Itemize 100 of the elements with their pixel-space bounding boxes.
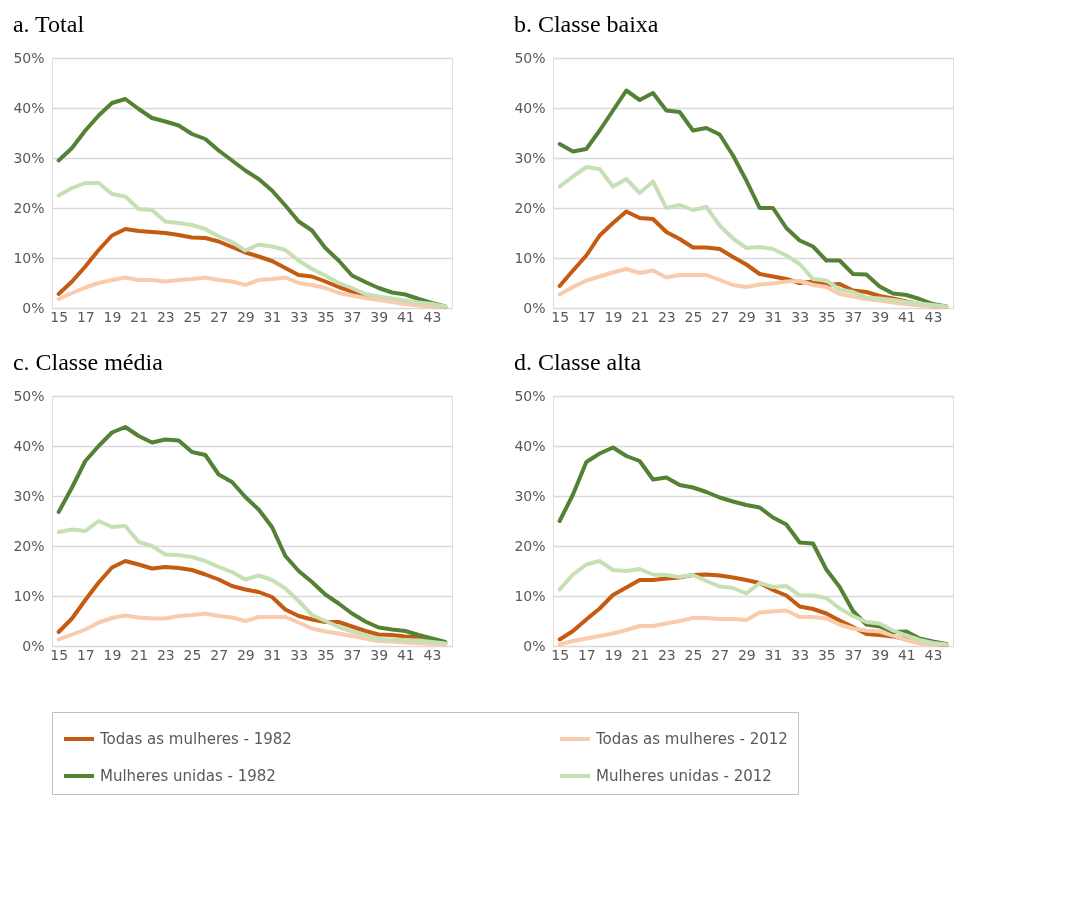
- x-tick-label: 15: [50, 308, 69, 325]
- x-tick-label: 27: [711, 646, 730, 663]
- line-series: [56, 181, 448, 309]
- x-tick-label: 43: [423, 646, 442, 663]
- legend-label: Todas as mulheres - 1982: [99, 730, 292, 748]
- chart-title: c. Classe média: [12, 349, 164, 375]
- x-tick-label: 23: [657, 646, 676, 663]
- x-tick-label: 25: [183, 646, 202, 663]
- x-tick-label: 35: [316, 308, 335, 325]
- x-tick-label: 21: [130, 308, 149, 325]
- y-tick-label: 30%: [13, 149, 45, 166]
- legend-label: Mulheres unidas - 2012: [596, 767, 772, 785]
- y-tick-label: 50%: [514, 387, 546, 404]
- x-tick-label: 27: [210, 308, 229, 325]
- x-tick-label: 15: [551, 308, 570, 325]
- line-series: [557, 88, 949, 309]
- x-tick-label: 19: [604, 646, 623, 663]
- x-tick-label: 15: [50, 646, 69, 663]
- x-tick-label: 37: [343, 646, 362, 663]
- x-tick-label: 27: [210, 646, 229, 663]
- y-tick-label: 20%: [514, 537, 546, 554]
- x-tick-label: 35: [817, 646, 836, 663]
- x-tick-label: 25: [684, 308, 703, 325]
- x-tick-label: 35: [316, 646, 335, 663]
- x-tick-label: 21: [130, 646, 149, 663]
- x-tick-label: 21: [631, 308, 650, 325]
- y-tick-label: 50%: [514, 49, 546, 66]
- y-tick-label: 0%: [22, 299, 45, 316]
- y-tick-label: 10%: [13, 249, 45, 266]
- x-tick-label: 39: [370, 308, 389, 325]
- line-series: [56, 519, 448, 646]
- y-tick-label: 30%: [13, 487, 45, 504]
- x-tick-label: 31: [764, 646, 783, 663]
- y-tick-label: 40%: [13, 437, 45, 454]
- legend-label: Mulheres unidas - 1982: [100, 767, 276, 785]
- x-tick-label: 17: [577, 646, 596, 663]
- x-tick-label: 43: [423, 308, 442, 325]
- x-tick-label: 19: [103, 308, 122, 325]
- x-tick-label: 29: [737, 646, 756, 663]
- y-tick-label: 0%: [22, 637, 45, 654]
- x-tick-label: 25: [183, 308, 202, 325]
- y-tick-label: 20%: [514, 199, 546, 216]
- x-tick-label: 35: [817, 308, 836, 325]
- x-tick-label: 23: [156, 646, 175, 663]
- x-tick-label: 33: [791, 646, 810, 663]
- x-tick-label: 37: [844, 308, 863, 325]
- x-tick-label: 15: [551, 646, 570, 663]
- chart-title: b. Classe baixa: [513, 11, 659, 37]
- x-tick-label: 39: [871, 646, 890, 663]
- line-series: [56, 611, 448, 647]
- x-tick-label: 29: [236, 646, 255, 663]
- x-tick-label: 33: [791, 308, 810, 325]
- x-tick-label: 17: [577, 308, 596, 325]
- x-tick-label: 41: [396, 308, 415, 325]
- y-tick-label: 10%: [514, 249, 546, 266]
- y-tick-label: 20%: [13, 199, 45, 216]
- y-tick-label: 30%: [514, 149, 546, 166]
- x-tick-label: 31: [263, 646, 282, 663]
- y-tick-label: 50%: [13, 49, 45, 66]
- x-tick-label: 37: [343, 308, 362, 325]
- y-tick-label: 0%: [523, 637, 546, 654]
- x-tick-label: 39: [871, 308, 890, 325]
- x-tick-label: 25: [684, 646, 703, 663]
- x-tick-label: 41: [897, 308, 916, 325]
- x-tick-label: 29: [236, 308, 255, 325]
- x-tick-label: 19: [604, 308, 623, 325]
- x-tick-label: 23: [657, 308, 676, 325]
- x-tick-label: 17: [76, 308, 95, 325]
- y-tick-label: 50%: [13, 387, 45, 404]
- y-tick-label: 40%: [514, 437, 546, 454]
- y-tick-label: 20%: [13, 537, 45, 554]
- line-series: [56, 275, 448, 309]
- y-tick-label: 10%: [514, 587, 546, 604]
- line-series: [56, 425, 448, 644]
- x-tick-label: 43: [924, 646, 943, 663]
- y-tick-label: 40%: [13, 99, 45, 116]
- x-tick-label: 17: [76, 646, 95, 663]
- chart-title: a. Total: [12, 11, 85, 37]
- legend-label: Todas as mulheres - 2012: [595, 730, 788, 748]
- x-tick-label: 29: [737, 308, 756, 325]
- chart-title: d. Classe alta: [513, 349, 642, 375]
- y-tick-label: 10%: [13, 587, 45, 604]
- x-tick-label: 23: [156, 308, 175, 325]
- y-tick-label: 0%: [523, 299, 546, 316]
- line-series: [557, 608, 949, 647]
- x-tick-label: 43: [924, 308, 943, 325]
- x-tick-label: 27: [711, 308, 730, 325]
- x-tick-label: 37: [844, 646, 863, 663]
- line-series: [557, 165, 949, 309]
- x-tick-label: 39: [370, 646, 389, 663]
- x-tick-label: 31: [263, 308, 282, 325]
- x-tick-label: 33: [290, 308, 309, 325]
- y-tick-label: 40%: [514, 99, 546, 116]
- x-tick-label: 19: [103, 646, 122, 663]
- x-tick-label: 21: [631, 646, 650, 663]
- y-tick-label: 30%: [514, 487, 546, 504]
- x-tick-label: 31: [764, 308, 783, 325]
- x-tick-label: 41: [897, 646, 916, 663]
- x-tick-label: 33: [290, 646, 309, 663]
- x-tick-label: 41: [396, 646, 415, 663]
